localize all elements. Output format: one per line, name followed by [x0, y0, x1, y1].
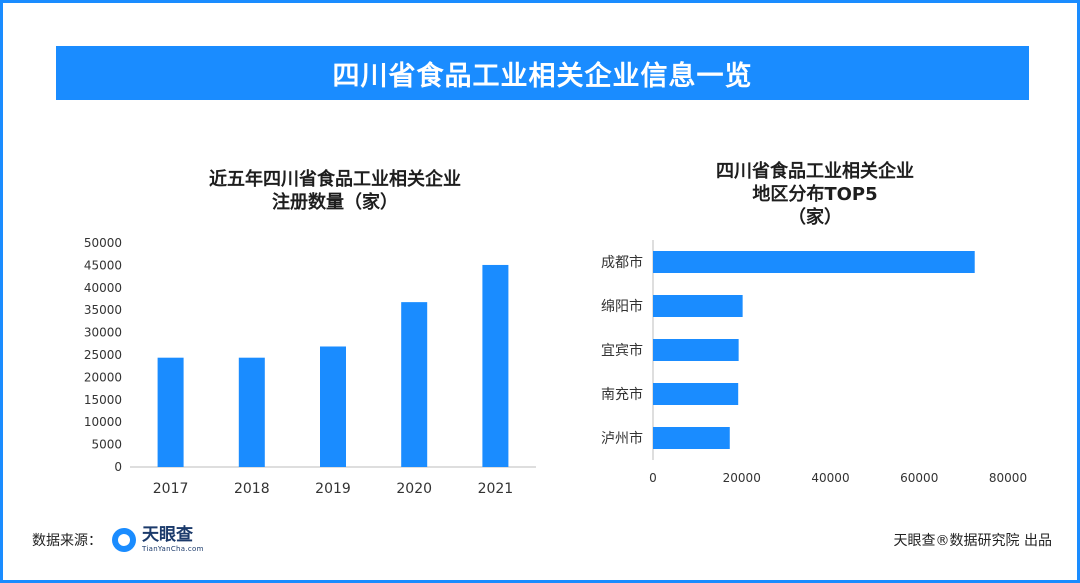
left-y-tick-label: 20000 — [84, 370, 122, 384]
left-y-tick-label: 30000 — [84, 326, 122, 340]
right-y-tick-label: 南充市 — [601, 386, 643, 403]
left-y-tick-label: 40000 — [84, 281, 122, 295]
credit-text: 天眼查®数据研究院 出品 — [893, 533, 1052, 549]
right-chart-title-line1: 四川省食品工业相关企业 — [716, 161, 914, 182]
left-bar — [157, 357, 184, 467]
left-chart-title: 近五年四川省食品工业相关企业 注册数量（家） — [130, 168, 540, 214]
left-x-tick-label: 2018 — [234, 481, 270, 497]
left-bar — [482, 264, 509, 467]
right-y-tick-label: 成都市 — [601, 254, 643, 271]
right-bar — [653, 251, 975, 273]
right-x-tick-label: 80000 — [989, 471, 1027, 485]
page-title: 四川省食品工业相关企业信息一览 — [56, 46, 1029, 100]
left-bar — [401, 302, 428, 467]
left-x-tick-label: 2021 — [478, 481, 514, 497]
right-x-tick-label: 0 — [649, 471, 657, 485]
left-y-tick-label: 35000 — [84, 303, 122, 317]
left-chart-title-line1: 近五年四川省食品工业相关企业 — [209, 169, 461, 190]
left-bar — [238, 357, 265, 467]
right-bar — [653, 427, 730, 449]
left-y-tick-label: 10000 — [84, 415, 122, 429]
logo-name: 天眼查 — [142, 525, 193, 545]
right-y-tick-label: 泸州市 — [601, 430, 643, 447]
right-bar — [653, 339, 739, 361]
left-x-tick-label: 2017 — [153, 481, 189, 497]
right-y-tick-label: 宜宾市 — [601, 342, 643, 359]
right-bar — [653, 383, 739, 405]
right-y-tick-label: 绵阳市 — [601, 298, 643, 315]
left-x-tick-label: 2019 — [315, 481, 351, 497]
logo-domain: TianYanCha.com — [142, 545, 204, 553]
left-y-tick-label: 5000 — [91, 438, 122, 452]
left-y-tick-label: 50000 — [84, 236, 122, 250]
right-x-tick-label: 20000 — [723, 471, 761, 485]
left-chart-title-line2: 注册数量（家） — [272, 192, 398, 213]
left-x-tick-label: 2020 — [396, 481, 432, 497]
right-x-tick-label: 60000 — [900, 471, 938, 485]
left-y-tick-label: 25000 — [84, 348, 122, 362]
data-source: 数据来源： 天眼查 TianYanCha.com — [32, 527, 204, 553]
left-y-tick-label: 15000 — [84, 393, 122, 407]
right-bar — [653, 295, 743, 317]
data-source-label: 数据来源： — [32, 533, 102, 549]
right-chart-title-line3: （家） — [788, 207, 842, 228]
left-y-tick-label: 45000 — [84, 258, 122, 272]
page-title-text: 四川省食品工业相关企业信息一览 — [332, 60, 753, 92]
tianyancha-logo: 天眼查 TianYanCha.com — [112, 527, 204, 553]
right-chart-title: 四川省食品工业相关企业 地区分布TOP5 （家） — [670, 160, 960, 229]
logo-text: 天眼查 TianYanCha.com — [142, 527, 204, 553]
right-chart-title-line2: 地区分布TOP5 — [752, 184, 878, 205]
tianyancha-logo-icon — [112, 528, 136, 552]
left-bar — [320, 346, 346, 467]
right-x-tick-label: 40000 — [811, 471, 849, 485]
left-y-tick-label: 0 — [114, 460, 122, 474]
